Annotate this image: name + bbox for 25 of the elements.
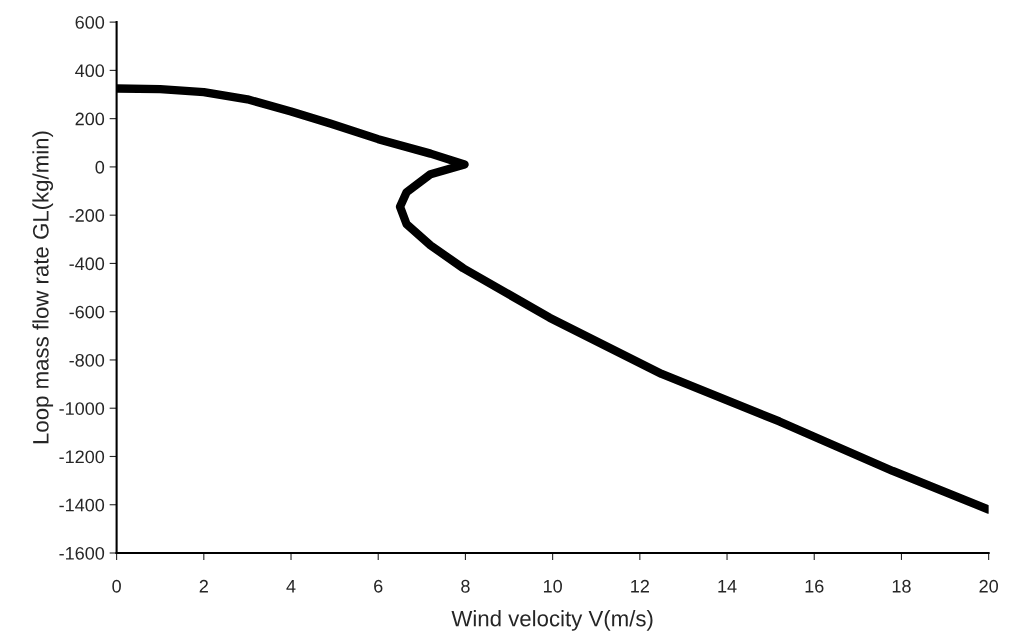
x-tick-label: 16 <box>805 579 824 593</box>
y-tick-label: -400 <box>69 257 105 271</box>
y-tick-label: -1600 <box>59 546 105 560</box>
x-tick-label: 20 <box>979 579 998 593</box>
x-tick-label: 8 <box>461 579 470 593</box>
x-tick-label: 14 <box>718 580 737 593</box>
x-tick-label: 18 <box>892 579 911 593</box>
x-tick-label: 2 <box>199 579 208 593</box>
x-tick-label: 12 <box>631 579 649 593</box>
x-tick-label: 4 <box>286 580 296 593</box>
y-tick-label: -200 <box>69 209 105 222</box>
y-tick-label: 400 <box>75 64 105 78</box>
y-tick-label: -1000 <box>59 402 105 415</box>
x-tick-label: 0 <box>112 579 121 593</box>
y-tick-label: 0 <box>95 160 105 174</box>
y-tick-label: -1200 <box>59 450 105 464</box>
y-tick-label: -1400 <box>59 498 105 512</box>
y-tick-label: -600 <box>69 305 105 319</box>
x-axis-title: Wind velocity V(m/s) <box>451 610 653 631</box>
x-tick-label: 6 <box>374 579 383 593</box>
y-axis-title: Loop mass flow rate GL(kg/min) <box>32 131 54 444</box>
y-tick-label: 200 <box>75 112 105 126</box>
x-tick-label: 10 <box>543 579 562 593</box>
y-tick-label: -800 <box>69 353 105 367</box>
y-tick-label: 600 <box>75 16 105 29</box>
